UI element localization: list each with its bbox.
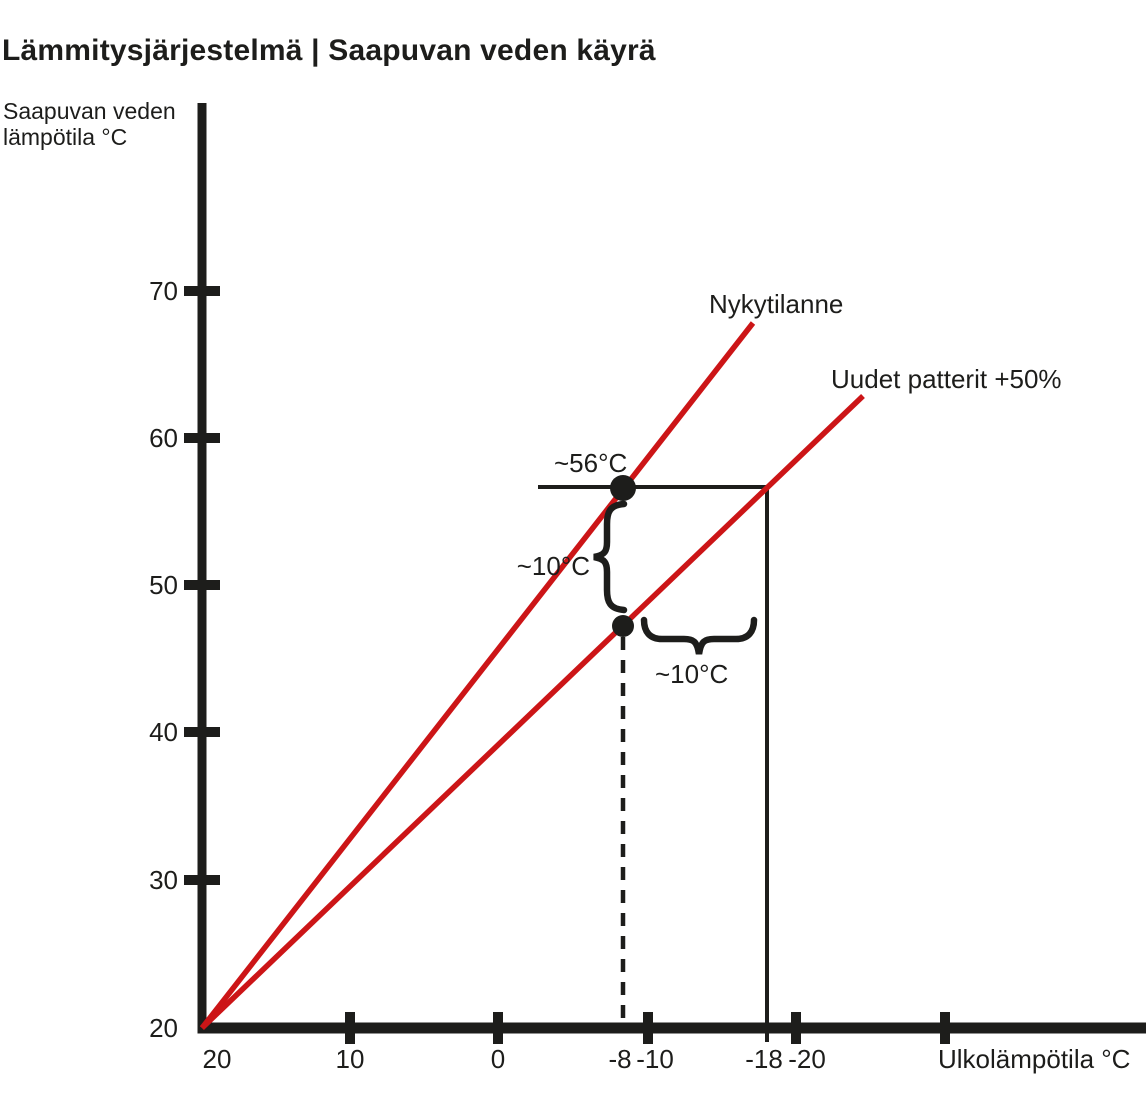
series-label-uudet-patterit: Uudet patterit +50% xyxy=(831,364,1062,394)
y-tick-label-70: 70 xyxy=(149,276,178,306)
x-axis-title: Ulkolämpötila °C xyxy=(938,1044,1131,1074)
point-47c xyxy=(612,615,634,637)
y-axis-title-line2: lämpötila °C xyxy=(3,123,128,150)
x-tick-label-20: 20 xyxy=(202,1044,232,1074)
y-tick-marks xyxy=(184,286,220,885)
y-tick-label-60: 60 xyxy=(149,423,178,453)
y-tick-label-50: 50 xyxy=(149,570,178,600)
y-tick-label-20: 20 xyxy=(149,1013,178,1043)
brace-vertical-10c xyxy=(593,500,628,614)
x-tick-label-minus18: -18 xyxy=(745,1044,783,1074)
line-nykytilanne xyxy=(199,321,756,1030)
annotation-56c: ~56°C xyxy=(554,448,628,478)
x-tick-label-minus20: -20 xyxy=(788,1044,826,1074)
x-tick-label-minus10: -10 xyxy=(636,1044,674,1074)
x-tick-label-10: 10 xyxy=(335,1044,365,1074)
y-axis-title: Saapuvan veden lämpötila °C xyxy=(3,98,176,151)
brace-horizontal-10c xyxy=(640,616,758,655)
x-tick-label-minus8: -8 xyxy=(608,1044,632,1074)
annotation-delta-water-10c: ~10°C xyxy=(516,551,590,581)
line-uudet-patterit xyxy=(200,394,865,1030)
y-axis-title-line1: Saapuvan veden xyxy=(3,98,176,124)
point-56c xyxy=(610,475,636,501)
y-tick-label-30: 30 xyxy=(149,865,178,895)
x-tick-marks xyxy=(345,1012,950,1044)
series-label-nykytilanne: Nykytilanne xyxy=(709,289,844,319)
page-title: Lämmitysjärjestelmä | Saapuvan veden käy… xyxy=(2,34,656,67)
x-tick-label-0: 0 xyxy=(490,1044,506,1074)
annotation-delta-outdoor-10c: ~10°C xyxy=(655,659,729,689)
y-tick-label-40: 40 xyxy=(149,717,178,747)
